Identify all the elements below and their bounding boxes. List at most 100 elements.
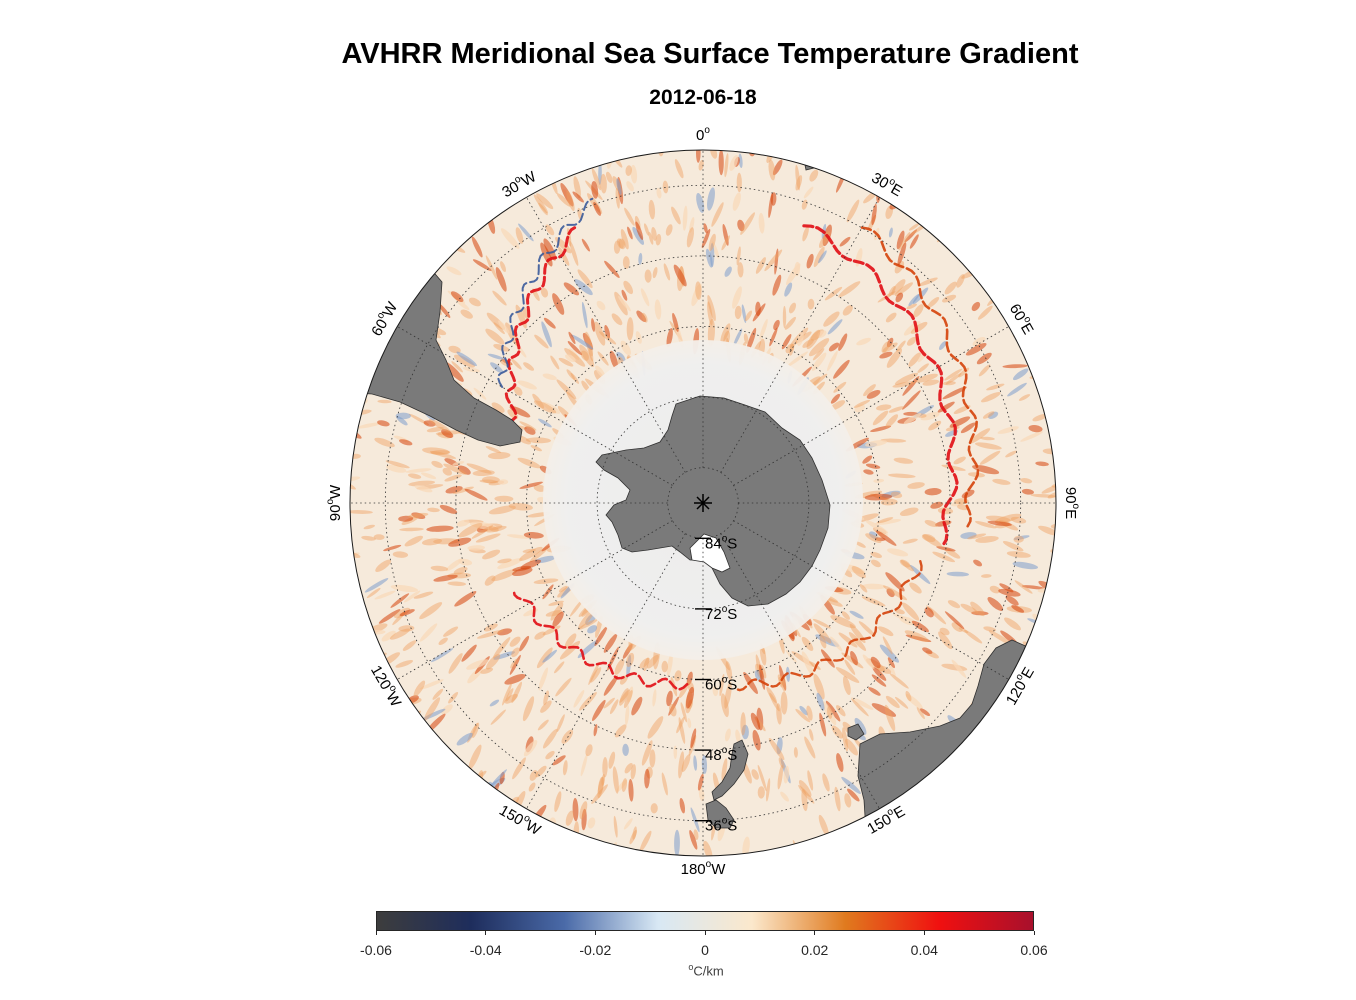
gradient-patch <box>518 223 534 242</box>
gradient-patch <box>443 463 467 475</box>
meridian-line <box>720 533 880 809</box>
gradient-patch <box>509 654 521 675</box>
gradient-patch <box>676 716 685 734</box>
gradient-patch <box>987 597 1004 611</box>
meridian-line <box>526 197 686 473</box>
gradient-patch <box>818 814 829 837</box>
gradient-patch <box>591 181 599 199</box>
gradient-patch <box>922 534 942 548</box>
gradient-patch <box>625 165 632 176</box>
gradient-patch <box>493 322 505 335</box>
gradient-patch <box>971 301 981 312</box>
gradient-patch <box>686 671 693 686</box>
gradient-patch <box>795 175 803 191</box>
gradient-patch <box>681 754 691 772</box>
gradient-patch <box>564 633 577 649</box>
gradient-patch <box>428 735 438 742</box>
gradient-patch <box>751 769 759 780</box>
gradient-patch <box>853 399 871 408</box>
gradient-patch <box>542 373 557 381</box>
gradient-patch <box>965 343 987 356</box>
gradient-patch <box>517 380 537 390</box>
gradient-patch <box>870 559 881 568</box>
gradient-patch <box>785 650 797 663</box>
gradient-patch <box>769 692 780 712</box>
gradient-patch <box>354 636 377 645</box>
gradient-patch <box>707 301 713 326</box>
gradient-patch <box>877 626 894 637</box>
gradient-patch <box>905 693 923 709</box>
gradient-patch <box>350 595 364 602</box>
gradient-patch <box>448 653 463 674</box>
gradient-patch <box>785 343 795 354</box>
gradient-patch <box>722 224 729 246</box>
gradient-patch <box>734 305 742 320</box>
gradient-patch <box>497 628 513 636</box>
gradient-patch <box>842 675 851 696</box>
gradient-patch <box>803 186 814 199</box>
gradient-patch <box>574 279 593 296</box>
gradient-patch <box>605 171 613 184</box>
gradient-patch <box>894 372 919 385</box>
colorbar-tick-mark <box>594 931 596 935</box>
gradient-patch <box>468 744 482 770</box>
gradient-patch <box>461 644 477 662</box>
gradient-patch <box>587 817 596 829</box>
colorbar-tick-mark <box>1033 931 1035 935</box>
gradient-patch <box>627 686 634 703</box>
gradient-patch <box>442 467 453 476</box>
gradient-patch <box>755 257 766 274</box>
gradient-patch <box>646 654 659 669</box>
gradient-patch <box>523 740 538 757</box>
gradient-patch <box>668 703 677 717</box>
gradient-patch <box>759 319 768 340</box>
gradient-patch <box>462 367 481 373</box>
gradient-patch <box>719 673 725 697</box>
gradient-patch <box>862 583 886 590</box>
gradient-patch <box>736 172 742 193</box>
gradient-patch <box>577 619 598 630</box>
gradient-patch <box>364 578 389 593</box>
gradient-patch <box>399 527 424 532</box>
parallel-line <box>384 184 1022 822</box>
gradient-patch <box>813 673 825 700</box>
colorbar-tick-label: -0.04 <box>469 942 502 958</box>
gradient-patch <box>672 312 679 332</box>
gradient-patch <box>591 784 608 804</box>
gradient-patch <box>447 581 467 586</box>
gradient-patch <box>361 535 376 541</box>
meridian-line <box>733 326 1009 486</box>
gradient-patch <box>452 461 465 466</box>
gradient-patch <box>389 628 411 640</box>
gradient-patch <box>838 281 861 298</box>
gradient-patch <box>398 625 415 632</box>
gradient-patch <box>813 246 825 268</box>
gradient-patch <box>564 348 586 367</box>
gradient-patch <box>396 416 408 426</box>
gradient-patch <box>876 404 892 411</box>
gradient-patch <box>665 224 673 236</box>
gradient-patch <box>888 473 916 479</box>
gradient-patch <box>421 538 443 546</box>
gradient-patch <box>654 299 662 320</box>
gradient-patch <box>849 610 864 619</box>
gradient-patch <box>972 464 1000 475</box>
gradient-patch <box>784 282 793 297</box>
gradient-patch <box>755 301 761 316</box>
gradient-patch <box>742 836 750 856</box>
gradient-patch <box>795 708 811 723</box>
gradient-patch <box>847 788 860 802</box>
gradient-patch <box>932 551 956 563</box>
gradient-patch <box>448 691 459 704</box>
gradient-patch <box>426 525 454 532</box>
gradient-patch <box>921 533 936 543</box>
gradient-patch <box>512 567 533 577</box>
gradient-patch <box>456 519 470 527</box>
gradient-patch <box>419 623 438 642</box>
gradient-patch <box>568 331 576 345</box>
gradient-patch <box>679 798 686 814</box>
gradient-patch <box>1004 617 1021 631</box>
gradient-patch <box>1057 458 1074 470</box>
front-band <box>497 197 594 388</box>
gradient-patch <box>1012 561 1039 570</box>
